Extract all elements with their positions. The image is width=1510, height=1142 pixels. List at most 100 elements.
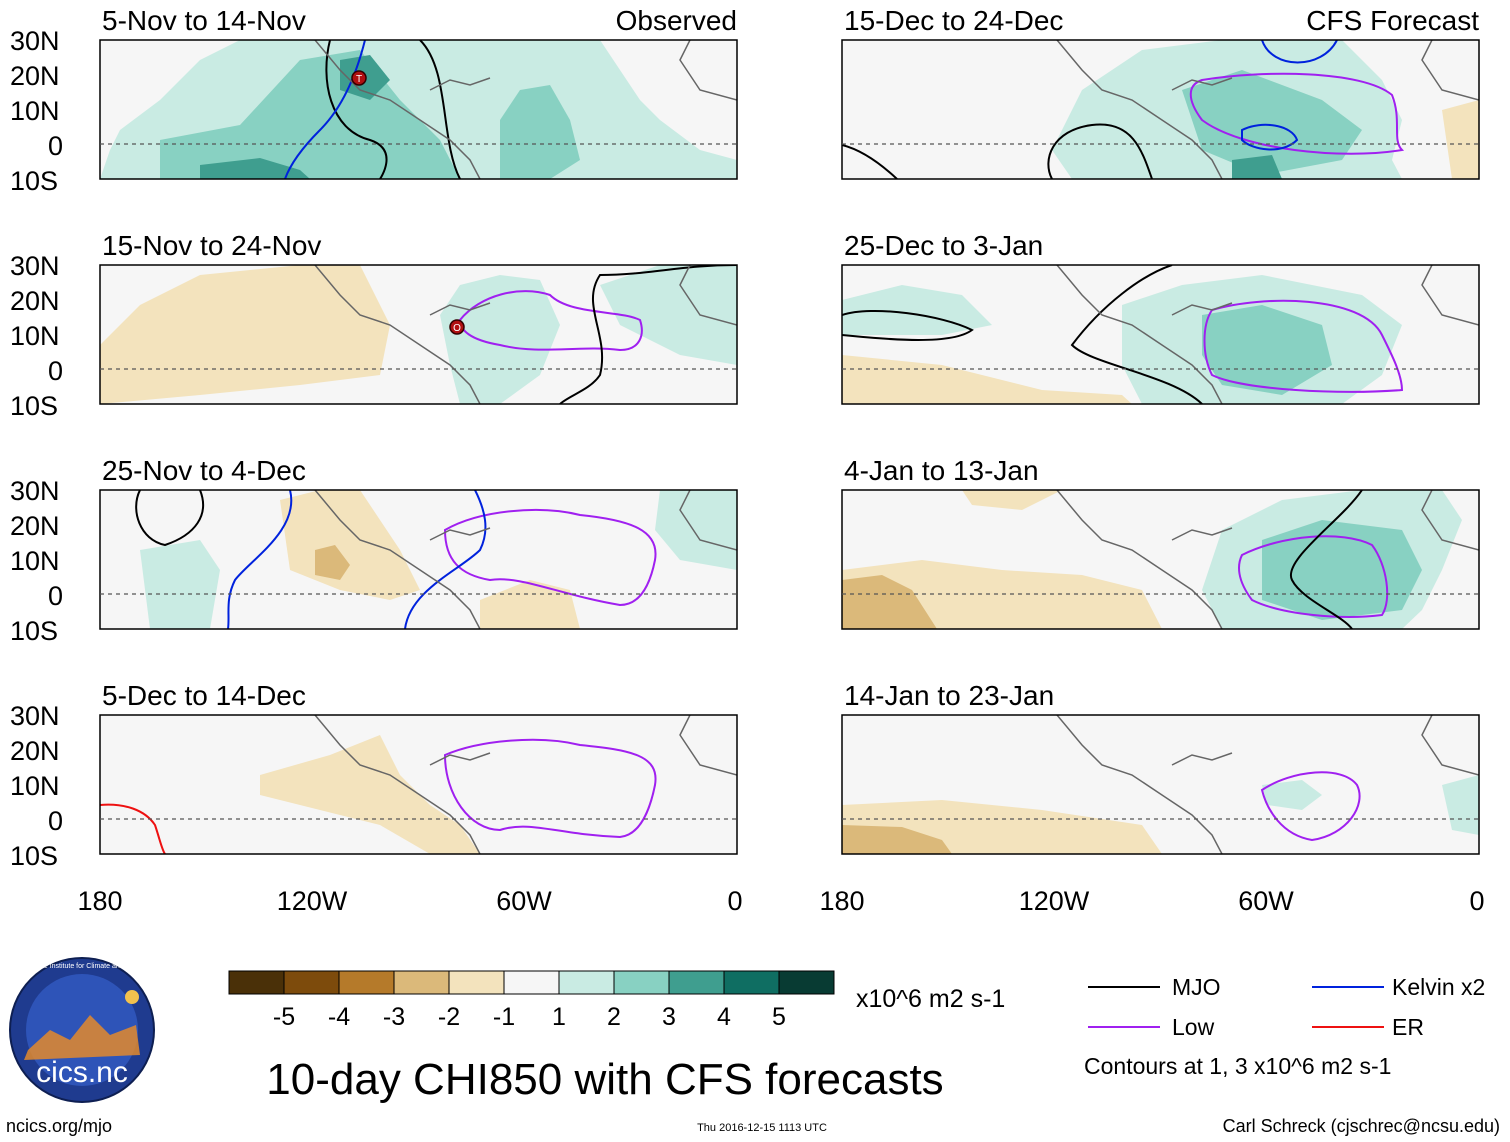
panel-8 (841, 714, 1480, 855)
lon-labels: 180 120W 60W 0 180 120W 60W 0 (77, 886, 1484, 916)
legend-label-er: ER (1392, 1014, 1424, 1040)
colorbar-swatch (448, 970, 505, 995)
legend-label-mjo: MJO (1172, 974, 1221, 1000)
anomaly-positive-2 (600, 265, 737, 365)
storm-marker-label: O (453, 323, 461, 334)
mjo-contour (559, 265, 737, 404)
panel-1-tag: Observed (616, 5, 737, 36)
lat-label: 20N (10, 286, 60, 316)
anomaly-positive-1 (1262, 780, 1322, 810)
anomaly-negative-3 (480, 580, 580, 629)
lon-label: 60W (1238, 886, 1294, 916)
panel-7 (99, 714, 738, 855)
panel-titles: 5-Nov to 14-Nov Observed 15-Dec to 24-De… (102, 5, 1479, 711)
anomaly-positive-2 (655, 490, 737, 570)
lon-label: 0 (1469, 886, 1484, 916)
lat-label: 10N (10, 546, 60, 576)
lon-label: 120W (1019, 886, 1090, 916)
map-panels (99, 39, 1480, 855)
storm-marker-label: T (356, 74, 362, 85)
panel-2-title: 15-Dec to 24-Dec (844, 5, 1063, 36)
panel-7-title: 5-Dec to 14-Dec (102, 680, 306, 711)
panel-2 (841, 39, 1480, 180)
colorbar-tick-label: -4 (328, 1003, 350, 1031)
coastline (1056, 265, 1479, 404)
lat-label: 30N (10, 26, 60, 56)
colorbar-swatch (778, 970, 835, 995)
low-contour (1189, 72, 1405, 155)
anomaly-positive-3 (1232, 155, 1282, 179)
colorbar-tick-label: -5 (273, 1003, 295, 1031)
lat-label: 10S (10, 616, 58, 646)
panel-4-title: 25-Dec to 3-Jan (844, 230, 1043, 261)
panel-3-title: 15-Nov to 24-Nov (102, 230, 321, 261)
coastline (1056, 715, 1479, 854)
main-title: 10-day CHI850 with CFS forecasts (266, 1055, 943, 1104)
lat-label: 0 (48, 806, 63, 836)
legend-note: Contours at 1, 3 x10^6 m2 s-1 (1084, 1053, 1391, 1079)
colorbar-tick-label: -2 (438, 1003, 460, 1031)
anomaly-negative-3 (962, 490, 1062, 510)
anomaly-positive-3 (500, 85, 580, 179)
lat-label: 30N (10, 251, 60, 281)
low-contour (443, 738, 657, 839)
colorbar-swatch (338, 970, 395, 995)
footer-author: Carl Schreck (cjschrec@ncsu.edu) (1223, 1116, 1500, 1136)
lat-label: 30N (10, 701, 60, 731)
panel-1-title: 5-Nov to 14-Nov (102, 5, 306, 36)
kelvin-contour (284, 40, 366, 179)
lat-label: 10S (10, 166, 58, 196)
mjo-contour (842, 123, 1153, 179)
anomaly-positive-2 (1262, 520, 1422, 620)
coastline (314, 265, 737, 404)
anomaly-positive-4 (200, 158, 310, 179)
colorbar-tick-label: -3 (383, 1003, 405, 1031)
colorbar-swatch (393, 970, 450, 995)
panel-3 (99, 264, 738, 405)
legend: MJO Kelvin x2 Low ER Contours at 1, 3 x1… (1084, 974, 1485, 1079)
lat-label: 30N (10, 476, 60, 506)
coastline (1056, 490, 1479, 629)
lon-label: 0 (727, 886, 742, 916)
lat-label: 0 (48, 131, 63, 161)
storm-marker-t: T (351, 70, 367, 86)
lat-label: 10N (10, 321, 60, 351)
coastline (1056, 40, 1479, 179)
lat-labels: 30N 20N 10N 0 10S 30N 20N 10N 0 10S 30N … (10, 26, 63, 871)
mjo-contour (842, 265, 1203, 404)
storm-marker-o: O (449, 319, 465, 335)
anomaly-negative-2 (315, 545, 350, 580)
colorbar-swatch (723, 970, 780, 995)
low-contour (1260, 771, 1361, 842)
colorbar-tick-label: 3 (662, 1003, 676, 1031)
colorbar-tick-label: -1 (493, 1003, 515, 1031)
footer-timestamp: Thu 2016-12-15 1113 UTC (697, 1122, 827, 1134)
panel-2-tag: CFS Forecast (1306, 5, 1479, 36)
colorbar-units: x10^6 m2 s-1 (856, 985, 1005, 1013)
colorbar-swatch (558, 970, 615, 995)
er-contour (100, 803, 166, 854)
anomaly-negative-1 (260, 735, 480, 854)
cics-logo: cics.nc Cooperative Institute for Climat… (9, 957, 155, 1103)
lat-label: 0 (48, 581, 63, 611)
low-contour (443, 509, 657, 607)
low-contour (458, 290, 643, 352)
anomaly-positive-2 (1182, 70, 1362, 175)
lat-label: 20N (10, 61, 60, 91)
logo-ring-text: Cooperative Institute for Climate and Sa… (10, 963, 154, 970)
lat-label: 10N (10, 96, 60, 126)
anomaly-positive-1 (440, 275, 560, 404)
colorbar-tick-label: 1 (552, 1003, 566, 1031)
coastline (314, 490, 737, 629)
mjo-contour (325, 40, 461, 179)
anomaly-negative-2 (842, 575, 937, 629)
low-contour (1238, 535, 1389, 618)
kelvin-contour (1241, 40, 1338, 151)
anomaly-negative-2 (842, 825, 952, 854)
colorbar-swatch (283, 970, 340, 995)
panel-1 (99, 39, 738, 180)
lon-label: 60W (496, 886, 552, 916)
colorbar-swatch (503, 970, 560, 995)
colorbar-tick-label: 5 (772, 1003, 786, 1031)
